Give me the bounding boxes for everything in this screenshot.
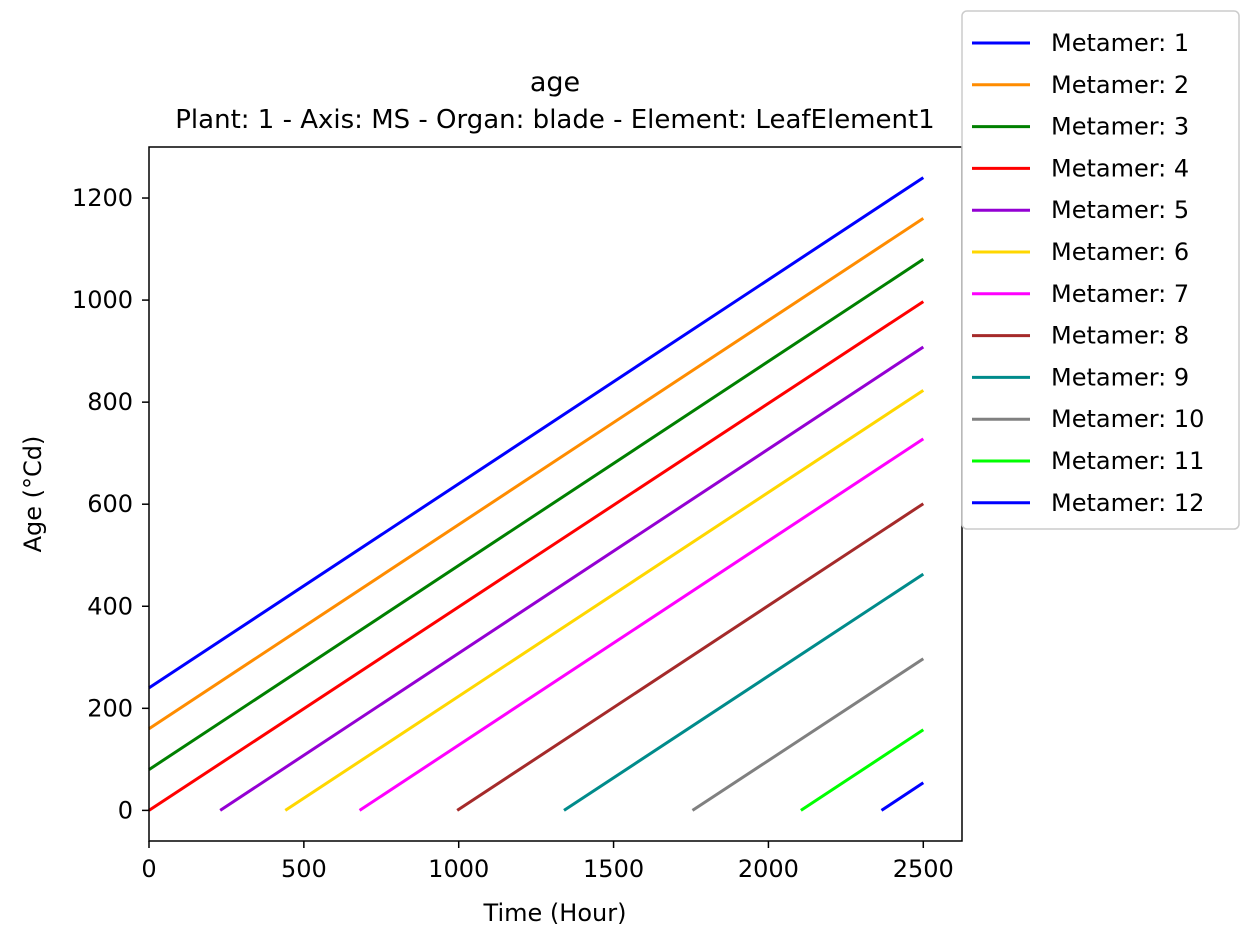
series-line-metamer-9: [563, 572, 925, 812]
series-line-metamer-4: [148, 300, 925, 812]
series-line-metamer-10: [691, 657, 925, 812]
legend-label-metamer-9: Metamer: 9: [1051, 363, 1189, 391]
series-line-metamer-6: [284, 389, 925, 812]
legend: Metamer: 1 Metamer: 2 Metamer: 3 Metamer: 4…: [961, 10, 1240, 530]
series-line-metamer-12: [880, 781, 925, 812]
legend-label-metamer-12: Metamer: 12: [1051, 489, 1204, 517]
chart-subtitle: Plant: 1 - Axis: MS - Organ: blade - Ele…: [175, 105, 934, 135]
series-line-metamer-5: [219, 345, 925, 812]
legend-label-metamer-8: Metamer: 8: [1051, 322, 1189, 350]
series-line-metamer-11: [800, 728, 925, 812]
legend-label-metamer-6: Metamer: 6: [1051, 238, 1189, 266]
series-line-metamer-7: [358, 437, 925, 812]
x-tick-label: 2500: [893, 855, 954, 883]
y-tick-label: 400: [87, 592, 133, 620]
y-axis-label: Age (°Cd): [19, 436, 47, 553]
legend-label-metamer-4: Metamer: 4: [1051, 154, 1189, 182]
x-tick-label: 2000: [738, 855, 799, 883]
chart-title: age: [530, 67, 580, 98]
y-tick-label: 1200: [72, 184, 133, 212]
legend-label-metamer-2: Metamer: 2: [1051, 71, 1189, 99]
y-tick-label: 0: [118, 796, 133, 824]
y-tick-label: 1000: [72, 286, 133, 314]
y-tick-label: 800: [87, 388, 133, 416]
x-tick-label: 1000: [428, 855, 489, 883]
series-line-metamer-2: [148, 217, 925, 730]
series-line-metamer-3: [148, 258, 925, 771]
legend-label-metamer-7: Metamer: 7: [1051, 280, 1189, 308]
y-axis-ticks: 0 200 400 600 800 1000 1200: [72, 184, 149, 824]
x-axis-label: Time (Hour): [483, 899, 627, 927]
series-layer: [148, 176, 925, 812]
x-tick-label: 500: [281, 855, 327, 883]
y-tick-label: 600: [87, 490, 133, 518]
legend-label-metamer-5: Metamer: 5: [1051, 196, 1189, 224]
y-tick-label: 200: [87, 694, 133, 722]
series-line-metamer-8: [456, 502, 925, 812]
legend-label-metamer-1: Metamer: 1: [1051, 29, 1189, 57]
legend-frame: [961, 10, 1240, 530]
x-tick-label: 1500: [583, 855, 644, 883]
series-line-metamer-1: [148, 176, 925, 690]
legend-label-metamer-11: Metamer: 11: [1051, 447, 1204, 475]
x-tick-label: 0: [141, 855, 156, 883]
legend-label-metamer-10: Metamer: 10: [1051, 405, 1204, 433]
legend-label-metamer-3: Metamer: 3: [1051, 113, 1189, 141]
x-axis-ticks: 0 500 1000 1500 2000 2500: [141, 841, 954, 883]
